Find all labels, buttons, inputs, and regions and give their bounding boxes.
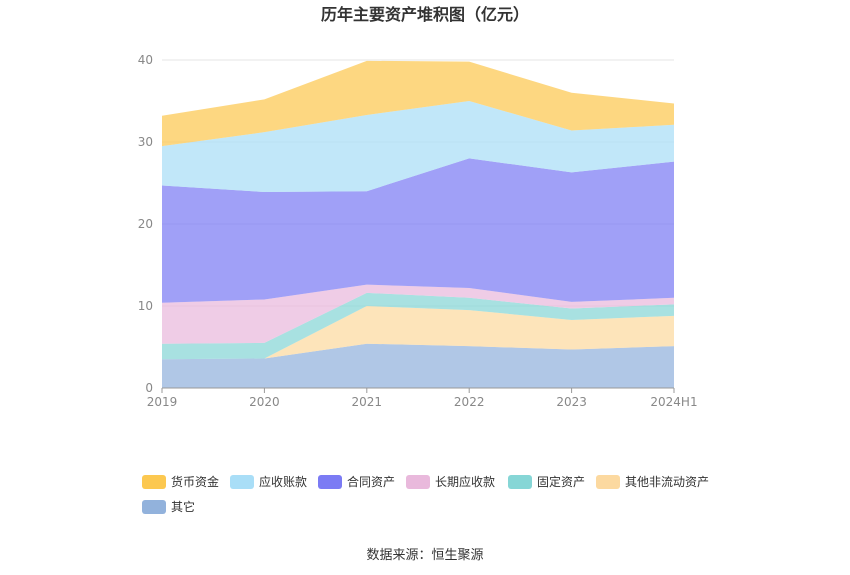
area-6 [162, 60, 674, 147]
y-tick-label: 40 [138, 53, 153, 67]
chart-title: 历年主要资产堆积图（亿元） [321, 5, 529, 24]
legend-label: 合同资产 [347, 474, 395, 489]
legend-swatch [406, 475, 430, 489]
legend-label: 其它 [171, 499, 195, 514]
legend-label: 应收账款 [259, 474, 307, 489]
legend-swatch [508, 475, 532, 489]
legend-swatch [142, 475, 166, 489]
x-tick-label: 2021 [352, 395, 383, 409]
legend-label: 货币资金 [171, 474, 219, 489]
x-tick-label: 2024H1 [650, 395, 697, 409]
x-tick-label: 2020 [249, 395, 280, 409]
legend-swatch [230, 475, 254, 489]
area-3 [162, 284, 674, 344]
data-source: 数据来源：恒生聚源 [366, 548, 483, 563]
legend-label: 固定资产 [537, 474, 585, 489]
legend-swatch [142, 500, 166, 514]
y-tick-label: 10 [138, 299, 153, 313]
x-tick-label: 2019 [147, 395, 178, 409]
y-tick-label: 30 [138, 135, 153, 149]
legend-swatch [596, 475, 620, 489]
legend-label: 长期应收款 [435, 474, 495, 489]
area-1 [162, 306, 674, 360]
x-tick-label: 2023 [556, 395, 587, 409]
y-tick-label: 20 [138, 217, 153, 231]
area-series [162, 60, 674, 388]
legend-swatch [318, 475, 342, 489]
axes: 0 10 20 30 40 2019 2020 2021 2022 2023 2024H1 [138, 53, 698, 409]
area-5 [162, 101, 674, 193]
x-tick-label: 2022 [454, 395, 485, 409]
area-4 [162, 158, 674, 303]
area-2 [162, 292, 674, 360]
legend-label: 其他非流动资产 [625, 475, 709, 489]
y-tick-label: 0 [145, 381, 153, 395]
area-0 [162, 343, 674, 388]
